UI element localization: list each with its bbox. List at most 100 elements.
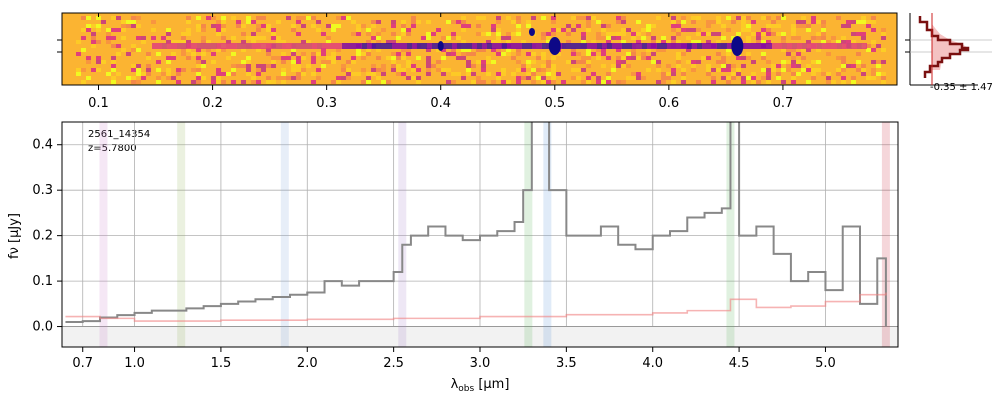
heatmap-cell	[881, 76, 886, 80]
heatmap-cell	[596, 80, 601, 84]
heatmap-cell	[786, 52, 791, 56]
heatmap-cell	[846, 40, 851, 44]
heatmap-cell	[551, 56, 556, 60]
heatmap-cell	[466, 64, 471, 68]
heatmap-cell	[671, 68, 676, 72]
heatmap-cell	[431, 24, 436, 28]
heatmap-cell	[711, 20, 716, 24]
heatmap-cell	[796, 60, 801, 64]
heatmap-cell	[861, 68, 866, 72]
trace-cell	[297, 43, 302, 49]
trace-cell	[507, 43, 512, 49]
heatmap-cell	[266, 28, 271, 32]
trace-cell	[462, 43, 467, 49]
trace-cell	[217, 43, 222, 49]
heatmap-cell	[716, 60, 721, 64]
heatmap-cell	[856, 32, 861, 36]
heatmap-cell	[871, 20, 876, 24]
heatmap-cell	[566, 24, 571, 28]
heatmap-cell	[171, 76, 176, 80]
heatmap-cell	[286, 80, 291, 84]
trace-cell	[587, 43, 592, 49]
heatmap-cell	[261, 68, 266, 72]
heatmap-cell	[606, 76, 611, 80]
trace-cell	[522, 43, 527, 49]
heatmap-cell	[381, 48, 386, 52]
heatmap-cell	[691, 64, 696, 68]
heatmap-cell	[186, 56, 191, 60]
heatmap-cell	[716, 16, 721, 20]
heatmap-cell	[811, 36, 816, 40]
heatmap-cell	[91, 24, 96, 28]
trace-cell	[397, 43, 402, 49]
heatmap-cell	[481, 80, 486, 84]
heatmap-cell	[616, 32, 621, 36]
heatmap-cell	[391, 64, 396, 68]
heatmap-cell	[81, 36, 86, 40]
trace-cell	[832, 43, 837, 49]
heatmap-cell	[516, 40, 521, 44]
heatmap-cell	[256, 80, 261, 84]
heatmap-cell	[436, 48, 441, 52]
heatmap-cell	[826, 28, 831, 32]
heatmap-cell	[301, 40, 306, 44]
heatmap-cell	[81, 28, 86, 32]
trace-cell	[482, 43, 487, 49]
heatmap-cell	[586, 76, 591, 80]
heatmap-cell	[341, 68, 346, 72]
heatmap-cell	[516, 56, 521, 60]
heatmap-cell	[111, 56, 116, 60]
heatmap-cell	[621, 20, 626, 24]
heatmap-cell	[631, 36, 636, 40]
heatmap-cell	[566, 40, 571, 44]
heatmap-cell	[671, 36, 676, 40]
heatmap-cell	[401, 48, 406, 52]
emission-bands	[99, 122, 890, 347]
heatmap-cell	[591, 72, 596, 76]
heatmap-cell	[451, 72, 456, 76]
trace-cell	[747, 43, 752, 49]
heatmap-cell	[771, 68, 776, 72]
heatmap-cell	[356, 72, 361, 76]
heatmap-cell	[216, 68, 221, 72]
trace-cell	[542, 43, 547, 49]
heatmap-cell	[751, 56, 756, 60]
trace-cell	[827, 43, 832, 49]
trace-cell	[582, 43, 587, 49]
heatmap-cell	[321, 60, 326, 64]
heatmap-xtick-label: 0.7	[773, 96, 794, 111]
heatmap-cell	[691, 60, 696, 64]
heatmap-cell	[871, 72, 876, 76]
heatmap-cell	[126, 20, 131, 24]
trace-cell	[512, 43, 517, 49]
trace-cell	[812, 43, 817, 49]
heatmap-cell	[586, 80, 591, 84]
heatmap-cell	[721, 64, 726, 68]
heatmap-cell	[581, 56, 586, 60]
heatmap-cell	[651, 76, 656, 80]
heatmap-cell	[131, 68, 136, 72]
heatmap-cell	[291, 76, 296, 80]
heatmap-cell	[746, 52, 751, 56]
heatmap-cell	[671, 72, 676, 76]
heatmap-cell	[871, 76, 876, 80]
heatmap-cell	[396, 68, 401, 72]
trace-cell	[252, 43, 257, 49]
trace-cell	[807, 43, 812, 49]
heatmap-cell	[626, 76, 631, 80]
heatmap-cell	[531, 72, 536, 76]
heatmap-cell	[211, 76, 216, 80]
heatmap-cell	[276, 20, 281, 24]
heatmap-cell	[816, 36, 821, 40]
heatmap-cell	[321, 32, 326, 36]
heatmap-cell	[106, 40, 111, 44]
heatmap-cell	[276, 40, 281, 44]
heatmap-cell	[326, 56, 331, 60]
heatmap-cell	[131, 24, 136, 28]
heatmap-cell	[376, 48, 381, 52]
heatmap-cell	[726, 28, 731, 32]
heatmap-cell	[311, 52, 316, 56]
heatmap-cell	[106, 28, 111, 32]
heatmap-cell	[791, 60, 796, 64]
heatmap-cell	[196, 24, 201, 28]
